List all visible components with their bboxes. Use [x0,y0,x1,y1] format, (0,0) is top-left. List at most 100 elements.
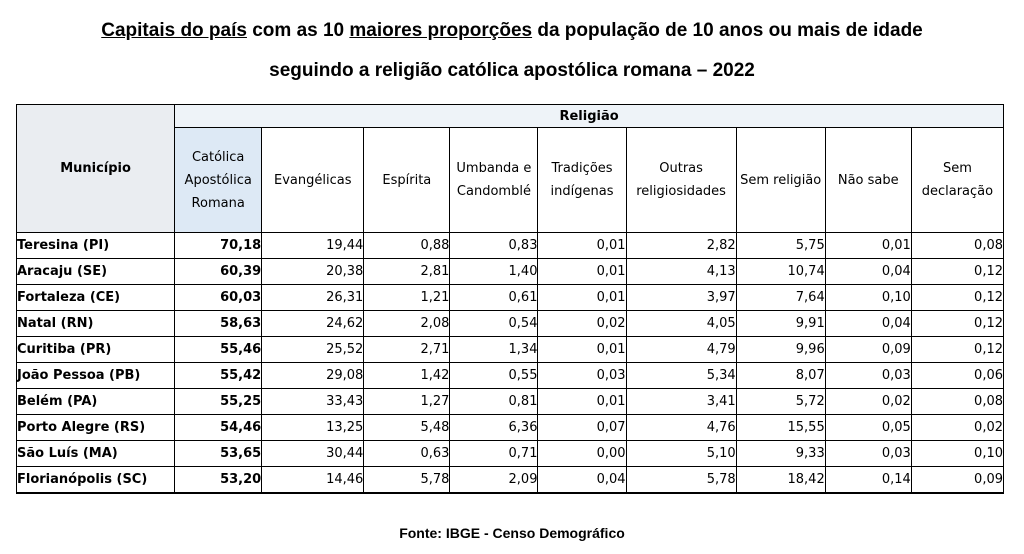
value-cell: 0,12 [910,336,1005,363]
value-cell: 0,54 [449,310,539,337]
table-body: Teresina (PI) 70,18 19,44 0,88 0,83 0,01 2,82 5… [15,232,1005,494]
value-cell: 0,55 [449,362,539,389]
value-cell: 1,34 [449,336,539,363]
value-cell: 58,63 [174,310,263,337]
value-cell: 1,42 [363,362,451,389]
value-cell: 8,07 [735,362,826,389]
value-cell: 0,10 [824,284,912,311]
value-cell: 0,01 [537,336,627,363]
value-cell: 0,05 [824,414,912,441]
value-cell: 13,25 [261,414,365,441]
value-cell: 33,43 [261,388,365,415]
value-cell: 5,78 [363,466,451,494]
value-cell: 9,96 [735,336,826,363]
city-cell: Belém (PA) [15,388,176,415]
table-row: Belém (PA) 55,25 33,43 1,27 0,81 0,01 3,41 5,72… [15,388,1005,415]
value-cell: 5,78 [625,466,737,494]
value-cell: 0,02 [824,388,912,415]
value-cell: 3,41 [625,388,737,415]
value-cell: 5,10 [625,440,737,467]
value-cell: 14,46 [261,466,365,494]
title-part-4: da população de 10 anos ou mais de idade [532,20,923,41]
value-cell: 9,91 [735,310,826,337]
value-cell: 0,03 [824,440,912,467]
value-cell: 0,63 [363,440,451,467]
value-cell: 25,52 [261,336,365,363]
value-cell: 55,42 [174,362,263,389]
value-cell: 0,81 [449,388,539,415]
city-cell: Teresina (PI) [15,232,176,259]
value-cell: 3,97 [625,284,737,311]
value-cell: 0,01 [824,232,912,259]
table-row: Natal (RN) 58,63 24,62 2,08 0,54 0,02 4,05 9,91… [15,310,1005,337]
column-header: Não sabe [824,127,912,233]
city-cell: Porto Alegre (RS) [15,414,176,441]
value-cell: 70,18 [174,232,263,259]
column-header: Outras religiosidades [625,127,737,233]
value-cell: 5,75 [735,232,826,259]
title-part-3: maiores proporções [349,20,533,41]
value-cell: 18,42 [735,466,826,494]
table-header: Município Religião Católica Apostólica R… [15,104,1005,233]
value-cell: 60,39 [174,258,263,285]
column-header: Sem declaração [910,127,1005,233]
city-cell: Aracaju (SE) [15,258,176,285]
value-cell: 0,00 [537,440,627,467]
value-cell: 10,74 [735,258,826,285]
column-header-municipio: Município [15,104,176,233]
value-cell: 5,34 [625,362,737,389]
value-cell: 0,71 [449,440,539,467]
value-cell: 0,09 [824,336,912,363]
value-cell: 2,09 [449,466,539,494]
value-cell: 2,08 [363,310,451,337]
value-cell: 4,79 [625,336,737,363]
table-row: São Luís (MA) 53,65 30,44 0,63 0,71 0,00 5,10 9… [15,440,1005,467]
value-cell: 0,04 [824,258,912,285]
city-cell: Florianópolis (SC) [15,466,176,494]
value-cell: 30,44 [261,440,365,467]
value-cell: 29,08 [261,362,365,389]
value-cell: 4,76 [625,414,737,441]
column-header: Espírita [363,127,451,233]
value-cell: 0,08 [910,388,1005,415]
value-cell: 4,05 [625,310,737,337]
city-cell: Natal (RN) [15,310,176,337]
value-cell: 0,04 [824,310,912,337]
table-row: Florianópolis (SC) 53,20 14,46 5,78 2,09 0,04… [15,466,1005,494]
value-cell: 26,31 [261,284,365,311]
value-cell: 0,09 [910,466,1005,494]
city-cell: São Luís (MA) [15,440,176,467]
value-cell: 0,83 [449,232,539,259]
column-header: Umbanda e Candomblé [449,127,539,233]
value-cell: 53,20 [174,466,263,494]
value-cell: 0,06 [910,362,1005,389]
page-title-line-2: seguindo a religião católica apostólica … [269,60,755,81]
value-cell: 1,40 [449,258,539,285]
value-cell: 0,01 [537,388,627,415]
value-cell: 0,03 [537,362,627,389]
table-row: Fortaleza (CE) 60,03 26,31 1,21 0,61 0,01 3,97… [15,284,1005,311]
table-row: Teresina (PI) 70,18 19,44 0,88 0,83 0,01 2,82 5… [15,232,1005,259]
value-cell: 2,81 [363,258,451,285]
value-cell: 55,46 [174,336,263,363]
table-row: Porto Alegre (RS) 54,46 13,25 5,48 6,36 0,07 4… [15,414,1005,441]
value-cell: 0,01 [537,258,627,285]
value-cell: 24,62 [261,310,365,337]
column-header: Tradições indígenas [537,127,627,233]
value-cell: 0,01 [537,284,627,311]
column-header: Evangélicas [261,127,365,233]
value-cell: 0,02 [537,310,627,337]
value-cell: 20,38 [261,258,365,285]
value-cell: 6,36 [449,414,539,441]
religion-table: Município Religião Católica Apostólica R… [15,104,1005,494]
value-cell: 0,12 [910,258,1005,285]
value-cell: 5,48 [363,414,451,441]
value-cell: 9,33 [735,440,826,467]
value-cell: 0,01 [537,232,627,259]
value-cell: 0,03 [824,362,912,389]
value-cell: 55,25 [174,388,263,415]
value-cell: 1,27 [363,388,451,415]
value-cell: 1,21 [363,284,451,311]
source-note: Fonte: IBGE - Censo Demográfico [399,525,625,541]
page-title-line-1: Capitais do país com as 10 maiores propo… [0,20,1024,42]
